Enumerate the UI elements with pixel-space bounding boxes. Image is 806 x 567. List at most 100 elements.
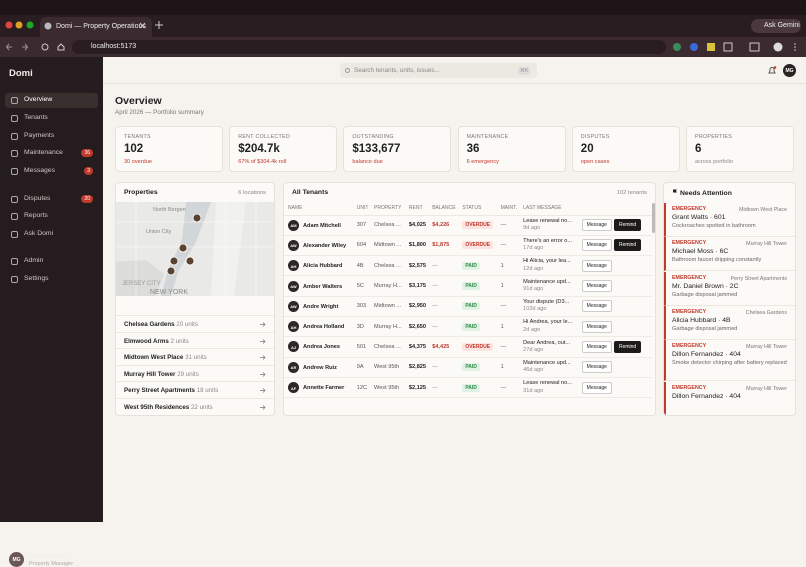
tenant-row[interactable]: AF Annette Farmer 12C West 95th $2,125— PAID —… <box>284 377 652 399</box>
message-ago: 17d ago <box>523 245 544 252</box>
tenant-row[interactable]: AR Andrew Ruiz 9A West 95th $2,825— PAID 1 Main… <box>284 357 652 378</box>
status: PAID <box>462 322 480 331</box>
property: Chelsea ... <box>372 255 407 277</box>
tenant-name: Alicia Hubbard <box>303 263 343 270</box>
tenant-name: Annette Farmer <box>303 385 345 391</box>
nav-item[interactable]: Payments <box>5 129 98 144</box>
nav-label: Ask Domi <box>24 230 54 238</box>
nav-item[interactable]: Reports <box>5 209 98 224</box>
arrow <box>260 388 266 394</box>
tenant-row[interactable]: AH Andrea Holland 3D Murray H... $2,650— PAID… <box>284 316 652 338</box>
tenant-row[interactable]: AM Adam Mitchell 307 Chelsea ... $4,025 $4,22… <box>284 215 652 236</box>
tenant-cell: AW Amber Walters <box>284 275 355 297</box>
status-cell: PAID <box>460 275 499 297</box>
nav-buttons[interactable] <box>6 42 66 52</box>
status: PAID <box>462 282 480 291</box>
message-text: Maintenance upd... <box>523 278 571 285</box>
action-button[interactable]: Message <box>581 300 612 313</box>
attention-item[interactable]: EMERGENCY Perry Street Apartments Mr. Dani… <box>664 271 795 306</box>
tab-close[interactable] <box>139 22 146 29</box>
panel-title: All Tenants <box>292 189 329 196</box>
property-units: 31 units <box>185 354 207 362</box>
property-row[interactable]: West 95th Residences 22 units <box>116 398 274 415</box>
attention-item[interactable]: EMERGENCY Murray Hill Tower Michael Moss ·… <box>664 237 795 272</box>
tenant-cell: AJ Andrea Jones <box>284 336 355 358</box>
rent: $2,825 <box>406 357 431 378</box>
action-button[interactable]: Message <box>581 259 612 272</box>
last-message: Lease renewal no... 31d ago <box>521 377 580 399</box>
action-button[interactable]: Message <box>581 280 612 293</box>
window-controls[interactable] <box>4 20 36 30</box>
nav-item[interactable]: Admin <box>5 254 98 269</box>
action-button[interactable]: Message <box>581 340 612 353</box>
message-text: Hi Alicia, your lea... <box>523 258 571 265</box>
stat-card: OUTSTANDING $133,677 balance due <box>343 126 452 172</box>
ask-gemini[interactable]: Ask Gemini <box>751 19 801 33</box>
panel-title: Properties <box>124 189 158 196</box>
stat-value: $133,677 <box>352 143 401 155</box>
url-field[interactable]: localhost:5173 <box>72 40 666 54</box>
attention-detail: Cockroaches spotted in bathroom <box>672 223 756 229</box>
maint: 1 <box>498 275 522 297</box>
avatar[interactable]: MG <box>783 64 796 77</box>
action-button[interactable]: Message <box>581 219 612 232</box>
property-row[interactable]: Midtown West Place 31 units <box>116 348 274 365</box>
action-button[interactable]: Message <box>581 381 612 394</box>
nav-label: Tenants <box>24 113 48 121</box>
property-row[interactable]: Elmwood Arms 2 units <box>116 331 274 349</box>
property-row[interactable]: Murray Hill Tower 29 units <box>116 364 274 382</box>
toolbar-icons[interactable] <box>670 41 800 53</box>
status: PAID <box>462 302 480 311</box>
action-button[interactable]: Remind <box>613 239 642 252</box>
new-tab[interactable] <box>155 21 163 29</box>
nav-item[interactable]: Ask Domi <box>5 227 98 242</box>
property-row[interactable]: Chelsea Gardens 20 units <box>116 315 274 332</box>
unit: 604 <box>354 235 373 257</box>
stat-label: MAINTENANCE <box>466 134 509 140</box>
flag <box>673 189 677 195</box>
panel-title: Needs Attention <box>672 189 732 197</box>
action-button[interactable]: Message <box>581 361 612 374</box>
tenant-row[interactable]: AH Alicia Hubbard 4B Chelsea ... $2,575— PAID… <box>284 255 652 277</box>
nav-item[interactable]: Maintenance 36 <box>5 146 98 161</box>
map-label: NEW YORK <box>150 289 188 296</box>
property-units: 18 units <box>196 387 219 395</box>
action-button[interactable]: Message <box>581 239 612 252</box>
attention-item[interactable]: EMERGENCY Chelsea Gardens Alicia Hubbard ·… <box>664 305 795 340</box>
attention-item[interactable]: EMERGENCY Murray Hill Tower Dillon Fernand… <box>664 340 795 382</box>
nav-item[interactable]: Settings <box>5 272 98 287</box>
property-name: West 95th Residences <box>124 404 190 411</box>
attention-item[interactable]: EMERGENCY Midtown West Place Grant Watts ·… <box>664 203 795 237</box>
balance: $4,226 <box>430 215 461 236</box>
tenant-row[interactable]: AW Amber Walters 5C Murray H... $3,175— PAID 1… <box>284 275 652 297</box>
rent: $2,950 <box>406 296 431 317</box>
nav-item[interactable]: Tenants <box>5 111 98 126</box>
action-button[interactable]: Remind <box>613 219 642 232</box>
nav-item[interactable]: Disputes 20 <box>5 192 98 207</box>
unit: 12C <box>354 377 373 399</box>
map[interactable]: North Bergen Union City JERSEY CITY NEW … <box>116 202 274 296</box>
property-row[interactable]: Perry Street Apartments 18 units <box>116 381 274 398</box>
scrollbar[interactable] <box>652 203 655 233</box>
status: PAID <box>462 363 480 372</box>
stat-label: OUTSTANDING <box>352 134 394 140</box>
nav-icon <box>11 231 18 239</box>
bell[interactable] <box>767 66 777 76</box>
search[interactable]: Search tenants, units, issues... <box>340 63 537 78</box>
action-button[interactable]: Remind <box>613 340 642 353</box>
nav-item[interactable]: Messages 3 <box>5 164 98 179</box>
attention-tag: EMERGENCY <box>672 343 707 350</box>
status-cell: OVERDUE <box>460 215 499 236</box>
attention-item[interactable]: EMERGENCY Murray Hill Tower Dillon Fernand… <box>664 381 795 415</box>
nav-item[interactable]: Overview <box>5 93 98 108</box>
nav-badge: 3 <box>84 167 93 176</box>
tenant-row[interactable]: AW Alexander Wiley 604 Midtown ... $1,800 $1,… <box>284 235 652 257</box>
tenant-row[interactable]: AW Andre Wright 303 Midtown ... $2,950— PAID —… <box>284 296 652 317</box>
browser-tab[interactable]: Domi — Property Operations <box>40 17 152 37</box>
panel-count: 102 tenants <box>616 190 647 196</box>
action-button[interactable]: Message <box>581 320 612 333</box>
tenant-row[interactable]: AJ Andrea Jones 501 Chelsea ... $4,375 $4,425… <box>284 336 652 358</box>
attention-detail: Smoke detector chirping after battery re… <box>672 360 787 367</box>
rent: $1,800 <box>406 235 431 257</box>
